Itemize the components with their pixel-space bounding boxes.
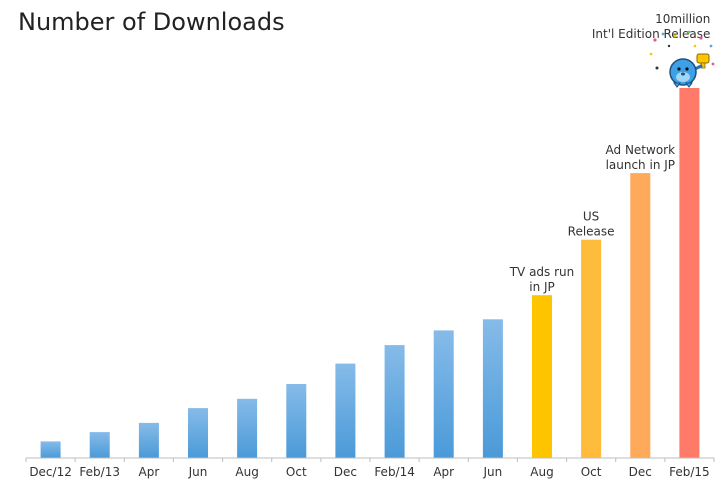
annotation-label: in JP [529,280,555,294]
bar-7 [384,345,405,458]
bar-12 [630,173,651,458]
bar-4 [237,398,258,458]
x-tick-label: Feb/14 [374,465,415,479]
bar-1 [89,432,110,458]
x-tick-label: Jun [483,465,503,479]
bar-5 [286,384,307,458]
bars-layer [40,88,700,459]
x-tick-label: Oct [286,465,307,479]
annotation-label: Ad Network [606,143,676,157]
annotation-label: launch in JP [606,158,675,172]
trophy-mascot-icon [649,30,715,88]
bar-9 [482,319,503,459]
x-tick-label: Apr [433,465,454,479]
bar-3 [188,408,208,459]
ticks-layer [25,458,715,462]
annotation-label: Int'l Edition Release [592,27,711,41]
annotation-label: US [583,210,599,224]
x-tick-label: Feb/15 [669,465,710,479]
annotation-label: TV ads run [509,265,575,279]
x-tick-label: Aug [530,465,553,479]
bar-0 [40,441,61,459]
x-tick-label: Dec/12 [29,465,72,479]
bar-13 [679,88,700,458]
bar-11 [581,239,602,458]
x-tick-label: Oct [581,465,602,479]
x-tick-label: Aug [235,465,258,479]
x-tick-label: Feb/13 [79,465,120,479]
bar-6 [335,363,356,458]
x-tick-label: Dec [629,465,652,479]
x-tick-label: Jun [188,465,208,479]
x-tick-label: Dec [334,465,357,479]
x-tick-label: Apr [139,465,160,479]
bar-8 [433,330,454,459]
bar-2 [138,422,159,458]
chart-title: Number of Downloads [18,8,285,36]
annotation-label: Release [568,225,615,239]
bar-10 [532,295,552,458]
x-tick-labels: Dec/12 Feb/13 Apr Jun Aug Oct Dec Feb/14 Apr Jun A… [29,465,709,479]
annotation-label: 10million [655,12,710,26]
